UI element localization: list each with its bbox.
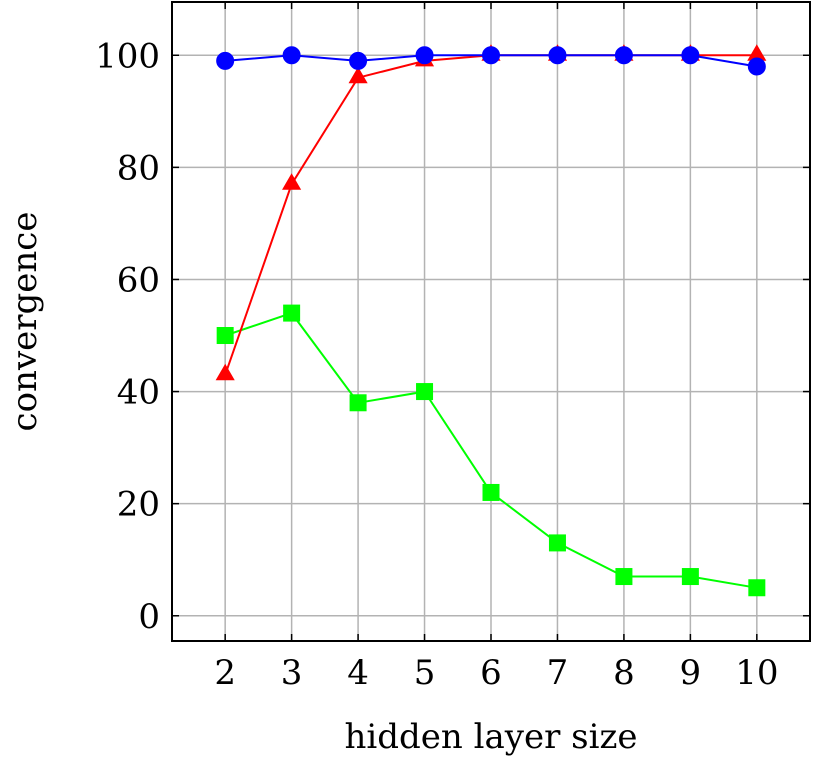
data-point-circle	[216, 51, 235, 70]
data-point-square	[416, 383, 434, 401]
x-tick-label: 7	[547, 653, 569, 693]
x-tick-label: 3	[281, 653, 303, 693]
x-tick-label: 4	[347, 653, 369, 693]
data-point-triangle	[215, 363, 235, 381]
y-tick-label: 20	[117, 485, 160, 525]
y-tick-label: 40	[117, 373, 160, 413]
data-point-circle	[614, 46, 633, 65]
x-tick-label: 8	[613, 653, 635, 693]
x-tick-label: 5	[414, 653, 436, 693]
data-point-circle	[282, 46, 301, 65]
data-point-triangle	[282, 173, 302, 190]
data-point-circle	[349, 51, 368, 70]
data-point-circle	[548, 46, 567, 65]
x-tick-label: 9	[680, 653, 702, 693]
data-point-triangle	[348, 66, 368, 84]
data-point-square	[615, 568, 633, 586]
data-point-square	[216, 327, 234, 345]
data-point-square	[548, 534, 566, 552]
x-axis-title: hidden layer size	[344, 717, 637, 757]
y-tick-label: 80	[117, 148, 160, 188]
y-tick-label: 100	[95, 36, 160, 76]
grid-lines	[172, 2, 810, 641]
data-point-circle	[482, 46, 500, 65]
data-point-square	[748, 579, 766, 597]
y-tick-label: 60	[117, 260, 160, 300]
data-point-square	[283, 304, 301, 322]
data-point-circle	[415, 46, 434, 65]
x-tick-label: 6	[480, 653, 502, 693]
data-point-square	[349, 394, 367, 412]
y-axis-title: convergence	[5, 212, 45, 432]
series-layer	[215, 44, 767, 597]
data-point-square	[482, 483, 500, 501]
data-point-circle	[681, 46, 700, 65]
x-tick-label: 10	[735, 653, 778, 693]
data-point-square	[681, 568, 699, 586]
x-tick-label: 2	[214, 653, 236, 693]
y-tick-label: 0	[138, 597, 160, 637]
data-point-circle	[747, 57, 766, 76]
